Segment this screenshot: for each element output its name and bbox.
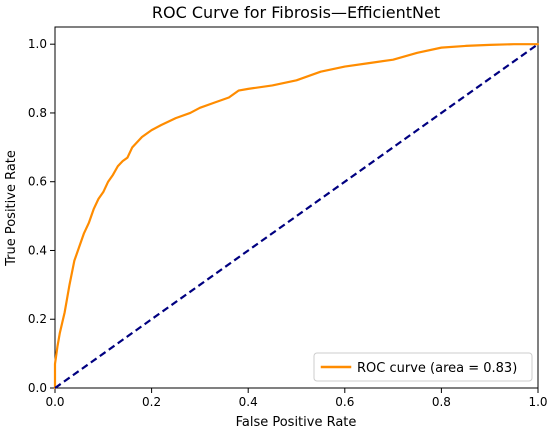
x-tick-label: 0.2 xyxy=(142,395,161,409)
chart-title: ROC Curve for Fibrosis—EfficientNet xyxy=(152,3,440,22)
y-tick-label: 0.0 xyxy=(28,381,47,395)
series-layer xyxy=(53,43,540,390)
legend: ROC curve (area = 0.83) xyxy=(313,352,533,382)
legend-label-roc-curve: ROC curve (area = 0.83) xyxy=(357,361,517,376)
x-tick-label: 0.6 xyxy=(335,395,354,409)
x-tick-label: 0.0 xyxy=(45,395,64,409)
y-tick-label: 0.4 xyxy=(28,243,47,257)
roc-curve-line xyxy=(53,43,540,390)
x-tick-label: 1.0 xyxy=(528,395,547,409)
y-axis-label: True Positive Rate xyxy=(4,150,19,267)
legend-box xyxy=(313,352,533,382)
y-tick-label: 0.8 xyxy=(28,106,47,120)
y-tick-label: 1.0 xyxy=(28,37,47,51)
x-tick-label: 0.4 xyxy=(239,395,258,409)
y-tick-label: 0.6 xyxy=(28,175,47,189)
x-axis-label: False Positive Rate xyxy=(236,415,357,430)
chance-diagonal-line xyxy=(54,43,539,389)
y-tick-label: 0.2 xyxy=(28,312,47,326)
plot-frame xyxy=(54,26,539,389)
x-tick-label: 0.8 xyxy=(432,395,451,409)
ticks-layer: 0.0 0.2 0.4 0.6 0.8 1.0 0.0 0.2 0.4 0.6 0.8 1.0 xyxy=(28,37,548,409)
